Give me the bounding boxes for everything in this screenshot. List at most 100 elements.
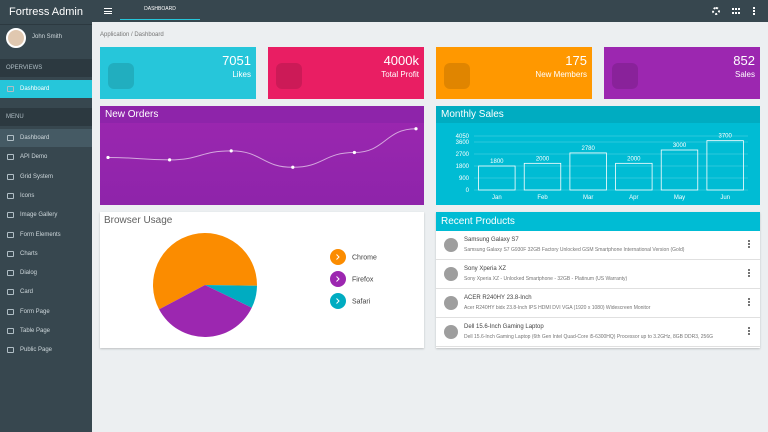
brand: Fortress Admin <box>0 0 92 25</box>
bar <box>523 162 562 191</box>
stat-icon <box>444 63 470 89</box>
nav-icon <box>7 250 14 257</box>
point <box>106 155 110 160</box>
sidebar: Fortress Admin John Smith OPERVIEWS Dashb… <box>0 0 92 432</box>
x-tick-label: Jun <box>720 195 730 201</box>
stat-card: 175 New Members <box>436 47 592 99</box>
legend-swatch <box>330 293 346 309</box>
y-tick-label: 900 <box>459 176 470 182</box>
line-chart <box>106 127 418 169</box>
stat-card: 7051 Likes <box>100 47 256 99</box>
value-label: 2780 <box>581 146 595 152</box>
stat-label: Sales <box>734 70 755 79</box>
product-icon <box>444 267 458 281</box>
nav-icon <box>7 231 14 238</box>
point <box>414 127 418 131</box>
stat-value: 7051 <box>222 53 251 68</box>
point <box>291 165 295 169</box>
product-row: Sony Xperia XZ Sony Xperia XZ - Unlocked … <box>436 260 760 289</box>
section-title: MENU <box>0 108 92 126</box>
section-title: OPERVIEWS <box>0 59 92 77</box>
menu-button[interactable] <box>104 8 112 14</box>
product-menu[interactable] <box>748 298 750 306</box>
stat-value: 852 <box>733 53 755 68</box>
pie-slice <box>205 285 257 308</box>
more-icon[interactable] <box>753 7 755 15</box>
stat-icon <box>108 63 134 89</box>
tab[interactable]: DASHBOARD <box>120 0 200 20</box>
nav-icon <box>7 212 14 219</box>
product-row: ACER R240HY 23.8-Inch Acer R240HY bidx 23… <box>436 289 760 318</box>
nav-item[interactable]: API Demo <box>0 148 92 166</box>
x-tick-label: Feb <box>537 195 548 201</box>
legend-swatch <box>330 271 346 287</box>
nav-item[interactable]: Charts <box>0 245 92 263</box>
bar <box>569 152 607 191</box>
stat-card: 852 Sales <box>604 47 760 99</box>
legend-chevron <box>336 254 340 260</box>
topbar: DASHBOARD <box>92 0 768 22</box>
nav-icon <box>7 173 14 180</box>
sales-panel: Monthly Sales 0 900 1800 2700 3600 4050 1800 Ja… <box>436 106 760 205</box>
nav-item[interactable]: Icons <box>0 187 92 205</box>
nav-icon <box>7 86 14 92</box>
product-icon <box>444 238 458 252</box>
nav-item[interactable]: Form Elements <box>0 226 92 244</box>
product-name: Sony Xperia XZ <box>464 266 507 272</box>
nav-icon <box>7 289 14 296</box>
stat-value: 175 <box>565 53 587 68</box>
point <box>168 158 172 162</box>
value-label: 3700 <box>718 134 732 140</box>
legend-label: Chrome <box>352 255 377 262</box>
product-row: Dell 15.6-Inch Gaming Laptop Dell 15.6-In… <box>436 318 760 347</box>
y-tick-label: 1800 <box>456 164 470 170</box>
pie-slice <box>159 285 252 337</box>
bar <box>478 165 516 191</box>
stat-icon <box>612 63 638 89</box>
stat-label: New Members <box>535 70 587 79</box>
product-name: Dell 15.6-Inch Gaming Laptop <box>464 324 544 330</box>
product-menu[interactable] <box>748 269 750 277</box>
product-description: Dell 15.6-Inch Gaming Laptop (6th Gen In… <box>464 334 714 340</box>
nav-item[interactable]: Dashboard <box>0 80 92 98</box>
x-tick-label: May <box>674 195 685 201</box>
point <box>229 149 233 153</box>
apps-icon[interactable] <box>732 8 740 14</box>
x-tick-label: Jan <box>492 195 502 201</box>
stat-label: Likes <box>232 70 251 79</box>
x-tick-label: Mar <box>583 195 593 201</box>
product-description: Acer R240HY bidx 23.8-Inch IPS HDMI DVI … <box>464 305 651 311</box>
nav-item[interactable]: Public Page <box>0 341 92 359</box>
settings-icon[interactable] <box>712 7 720 15</box>
nav-item[interactable]: Dialog <box>0 264 92 282</box>
value-label: 1800 <box>490 159 504 165</box>
product-menu[interactable] <box>748 327 750 335</box>
stat-card: 4000k Total Profit <box>268 47 424 99</box>
y-tick-label: 4050 <box>456 134 470 140</box>
nav-item[interactable]: Grid System <box>0 168 92 186</box>
nav-item[interactable]: Card <box>0 283 92 301</box>
y-tick-label: 0 <box>466 188 470 194</box>
panel-title: Monthly Sales <box>436 106 760 123</box>
nav-icon <box>7 135 14 141</box>
nav-item[interactable]: Dashboard <box>0 129 92 147</box>
nav-icon <box>7 270 14 277</box>
nav-icon <box>7 347 14 354</box>
product-name: Samsung Galaxy S7 <box>464 237 519 243</box>
product-row: Samsung Galaxy S7 Samsung Galaxy S7 G930F… <box>436 231 760 260</box>
legend-label: Firefox <box>352 277 374 284</box>
pie-slice <box>153 233 257 310</box>
product-description: Sony Xperia XZ - Unlocked Smartphone - 3… <box>464 276 628 282</box>
stat-value: 4000k <box>383 53 419 68</box>
product-menu[interactable] <box>748 240 750 248</box>
nav-item[interactable]: Table Page <box>0 322 92 340</box>
nav-item[interactable]: Image Gallery <box>0 206 92 224</box>
value-label: 2000 <box>536 156 550 162</box>
nav-icon <box>7 328 14 334</box>
x-tick-label: Apr <box>629 195 638 201</box>
nav-icon <box>7 192 14 199</box>
browser-panel: Browser Usage Chrome Firefox Safari <box>100 212 424 348</box>
stat-icon <box>276 63 302 89</box>
nav-item[interactable]: Form Page <box>0 303 92 321</box>
